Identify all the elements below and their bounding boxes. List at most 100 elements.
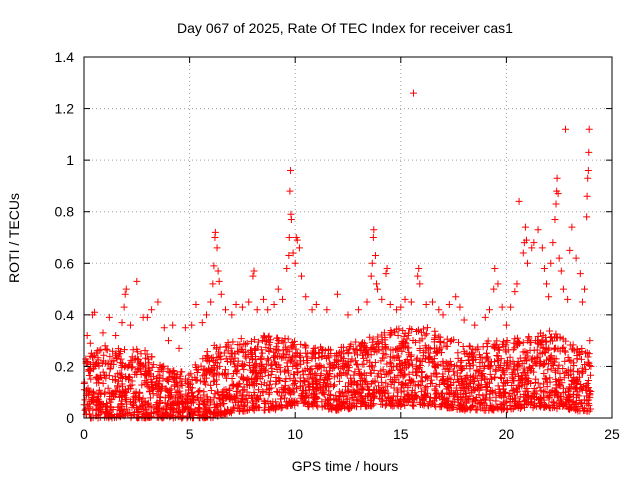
data-point	[417, 382, 425, 390]
data-point	[417, 388, 425, 396]
data-point	[428, 298, 436, 306]
data-point	[104, 360, 112, 368]
data-point	[198, 319, 206, 327]
data-point	[267, 371, 275, 379]
data-point	[345, 364, 353, 372]
data-point	[511, 288, 519, 296]
data-point	[257, 346, 265, 354]
data-point	[128, 381, 136, 389]
data-point	[229, 338, 237, 346]
data-point	[294, 368, 302, 376]
data-point	[440, 380, 448, 388]
data-point	[254, 375, 262, 383]
data-point	[450, 371, 458, 379]
data-point	[370, 366, 378, 374]
data-point	[254, 338, 262, 346]
data-point	[203, 357, 211, 365]
data-point	[489, 389, 497, 397]
data-point	[136, 389, 144, 397]
data-point	[121, 290, 129, 298]
data-point	[532, 387, 540, 395]
data-point	[584, 174, 592, 182]
data-point	[492, 367, 500, 375]
data-point	[170, 399, 178, 407]
data-point	[401, 329, 409, 337]
data-point	[229, 403, 237, 411]
data-point	[500, 394, 508, 402]
data-point	[210, 341, 218, 349]
data-point	[583, 380, 591, 388]
data-point	[86, 339, 94, 347]
data-point	[512, 340, 520, 348]
data-point	[573, 351, 581, 359]
data-point	[428, 380, 436, 388]
data-point	[220, 349, 228, 357]
data-point	[293, 385, 301, 393]
data-point	[407, 356, 415, 364]
data-point	[486, 306, 494, 314]
data-point	[287, 166, 295, 174]
data-point	[443, 385, 451, 393]
data-point	[242, 377, 250, 385]
data-point	[416, 280, 424, 288]
data-point	[147, 412, 155, 420]
data-point	[306, 382, 314, 390]
data-point	[448, 336, 456, 344]
data-point	[273, 343, 281, 351]
data-point	[239, 407, 247, 415]
data-point	[145, 359, 153, 367]
data-point	[423, 389, 431, 397]
data-point	[436, 393, 444, 401]
data-point	[257, 380, 265, 388]
data-point	[516, 397, 524, 405]
data-point	[367, 272, 375, 280]
data-point	[553, 405, 561, 413]
data-point	[554, 365, 562, 373]
data-point	[417, 369, 425, 377]
data-point	[208, 365, 216, 373]
data-point	[542, 375, 550, 383]
data-point	[474, 345, 482, 353]
data-point	[570, 391, 578, 399]
data-point	[556, 370, 564, 378]
data-point	[506, 353, 514, 361]
data-point	[362, 347, 370, 355]
data-point	[329, 362, 337, 370]
data-point	[202, 311, 210, 319]
data-point	[324, 345, 332, 353]
data-point	[285, 389, 293, 397]
data-point	[552, 334, 560, 342]
data-point	[568, 345, 576, 353]
data-point	[477, 376, 485, 384]
data-point	[386, 369, 394, 377]
data-point	[251, 391, 259, 399]
data-point	[237, 335, 245, 343]
data-point	[259, 388, 267, 396]
data-point	[559, 343, 567, 351]
data-point	[154, 380, 162, 388]
data-point	[399, 373, 407, 381]
data-point	[164, 377, 172, 385]
data-point	[407, 298, 415, 306]
data-point	[430, 338, 438, 346]
data-point	[182, 375, 190, 383]
data-point	[97, 390, 105, 398]
data-point	[541, 348, 549, 356]
data-point	[326, 361, 334, 369]
data-point	[370, 392, 378, 400]
data-point	[95, 386, 103, 394]
data-point	[476, 400, 484, 408]
data-point	[387, 401, 395, 409]
data-point	[531, 378, 539, 386]
data-point	[376, 388, 384, 396]
data-point	[423, 330, 431, 338]
data-point	[425, 344, 433, 352]
data-point	[240, 401, 248, 409]
data-point	[147, 402, 155, 410]
data-point	[459, 342, 467, 350]
data-point	[266, 377, 274, 385]
y-tick-label: 0.4	[55, 307, 75, 323]
data-point	[585, 396, 593, 404]
data-point	[377, 357, 385, 365]
data-point	[387, 380, 395, 388]
